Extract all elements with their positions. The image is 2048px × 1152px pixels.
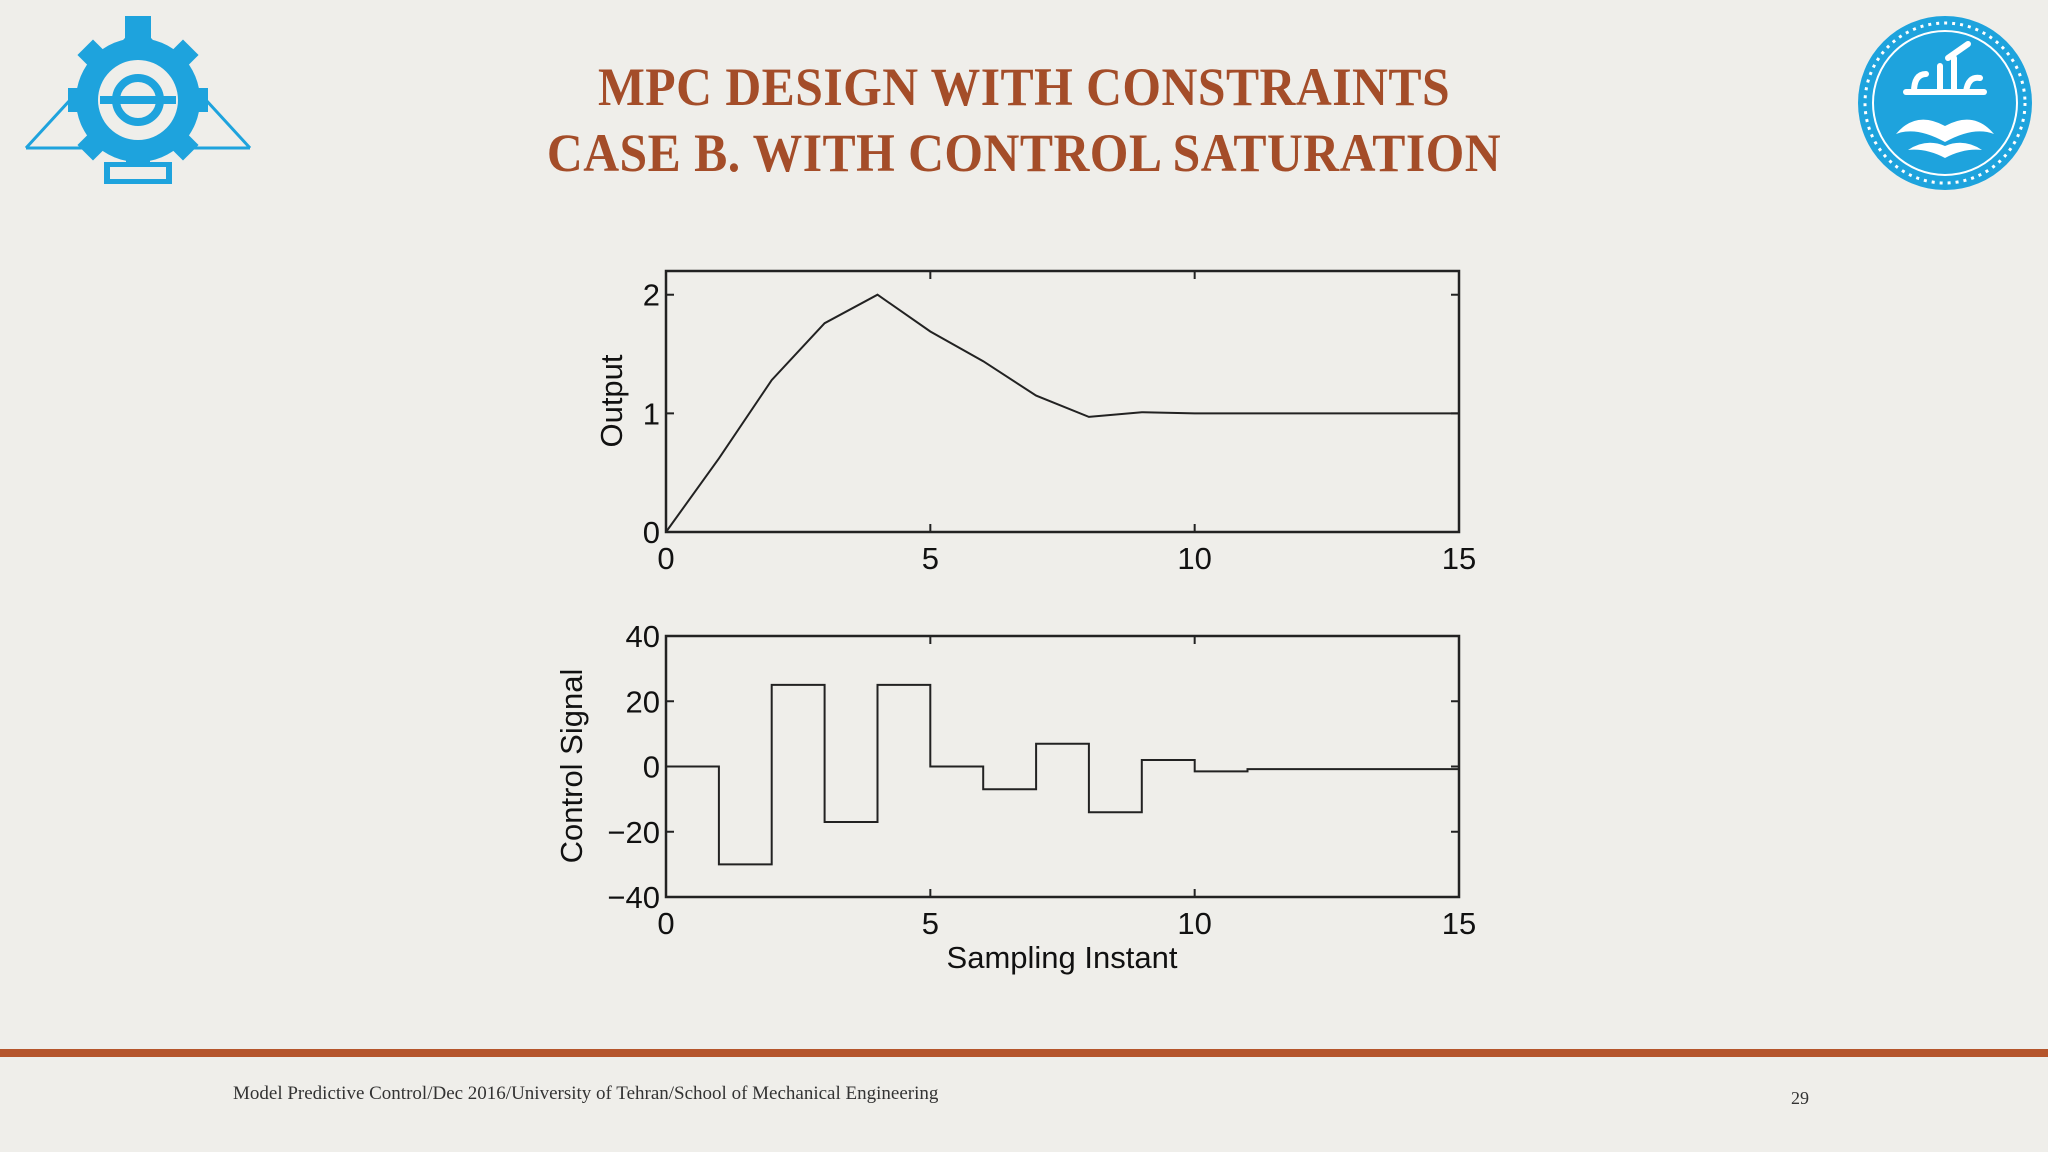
output-y-tick-label: 2 [643,278,660,313]
control-y-axis-label: Control Signal [554,669,589,864]
output-y-tick-label: 0 [643,515,660,550]
output-x-tick-label: 15 [1442,541,1476,576]
slide-title-line-1: MPC DESIGN WITH CONSTRAINTS [597,57,1451,117]
output-y-axis-label: Output [594,354,629,447]
output-plot: 0 5 10 15 0 1 2 Output [594,269,1476,576]
control-series-line [666,683,1459,866]
control-x-tick-label: 10 [1177,906,1211,941]
slide-title-line-2: CASE B. WITH CONTROL SATURATION [546,123,1502,183]
output-x-tick-label: 5 [922,541,939,576]
control-y-tick-label: −40 [607,880,660,915]
footer-text: Model Predictive Control/Dec 2016/Univer… [233,1083,939,1104]
x-axis-label: Sampling Instant [947,940,1178,975]
faculty-gear-logo [24,16,252,184]
control-x-tick-label: 0 [657,906,674,941]
output-x-tick-label: 0 [657,541,674,576]
output-plot-frame [664,269,1461,534]
control-y-tick-label: −20 [607,815,660,850]
output-series-line [665,293,1459,533]
university-seal-logo [1858,16,2032,190]
output-x-tick-label: 10 [1177,541,1211,576]
control-x-tick-label: 15 [1442,906,1476,941]
control-y-tick-label: 20 [626,684,660,719]
control-x-tick-label: 5 [922,906,939,941]
output-y-tick-label: 1 [643,396,660,431]
footer-divider [0,1049,2048,1057]
control-signal-plot: 0 5 10 15 −40 −20 0 20 40 Control Signal Samplin… [554,619,1476,975]
control-y-tick-label: 0 [643,750,660,785]
page-number: 29 [1791,1088,1809,1108]
control-plot-frame [664,634,1461,899]
control-y-tick-label: 40 [626,619,660,654]
